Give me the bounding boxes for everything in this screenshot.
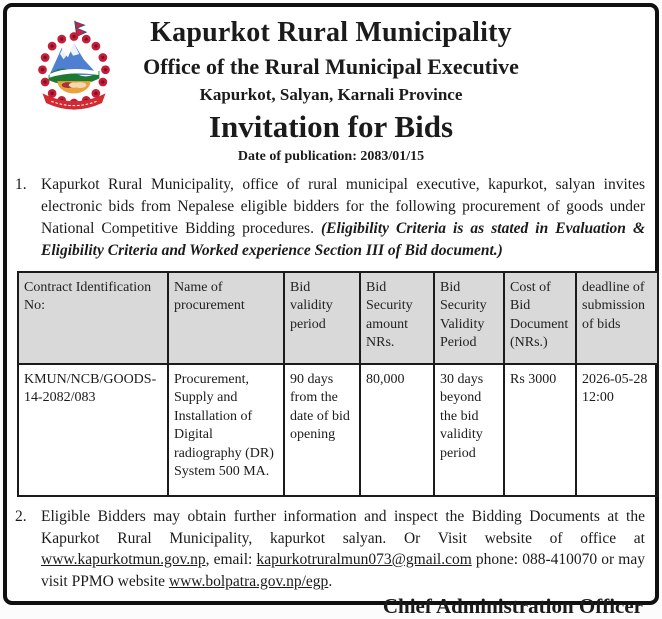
coat-of-arms-icon <box>29 19 119 117</box>
clause-1-number: 1. <box>15 174 41 262</box>
clause-1-text: Kapurkot Rural Municipality, office of r… <box>41 174 647 262</box>
email-link[interactable]: kapurkotruralmun073@gmail.com <box>256 551 471 568</box>
bid-notice-document: Kapurkot Rural Municipality Office of th… <box>3 3 659 605</box>
clause-2-text: Eligible Bidders may obtain further info… <box>41 506 647 592</box>
clause-2: 2. Eligible Bidders may obtain further i… <box>15 506 647 592</box>
signatory-title: Chief Administration Officer <box>15 594 647 619</box>
cell-document-cost: Rs 3000 <box>504 364 576 496</box>
cell-submission-deadline: 2026-05-28 12:00 <box>576 364 658 496</box>
cell-contract-id: KMUN/NCB/GOODS-14-2082/083 <box>18 364 168 496</box>
clause-2-body-1: Eligible Bidders may obtain further info… <box>41 508 645 547</box>
header-security-validity: Bid Security Validity Period <box>434 272 504 364</box>
cell-procurement-name: Procurement, Supply and Installation of … <box>168 364 284 496</box>
clause-1: 1. Kapurkot Rural Municipality, office o… <box>15 174 647 262</box>
header-bid-validity: Bid validity period <box>284 272 360 364</box>
header-contract-id: Contract Identification No: <box>18 272 168 364</box>
nepal-government-emblem <box>29 19 119 117</box>
clause-2-body-4: . <box>328 573 332 590</box>
header-security-amount: Bid Security amount NRs. <box>360 272 434 364</box>
publication-label: Date of publication: <box>238 149 357 164</box>
publication-date: 2083/01/15 <box>360 149 424 164</box>
cell-bid-validity: 90 days from the date of bid opening <box>284 364 360 496</box>
table-row: KMUN/NCB/GOODS-14-2082/083 Procurement, … <box>18 364 658 496</box>
cell-security-amount: 80,000 <box>360 364 434 496</box>
header-document-cost: Cost of Bid Document (NRs.) <box>504 272 576 364</box>
ppmo-website-link[interactable]: www.bolpatra.gov.np/egp <box>169 573 328 590</box>
clause-2-number: 2. <box>15 506 41 592</box>
office-website-link[interactable]: www.kapurkotmun.gov.np <box>41 551 206 568</box>
clause-2-body-2: , email: <box>206 551 257 568</box>
cell-security-validity: 30 days beyond the bid validity period <box>434 364 504 496</box>
header-procurement-name: Name of procurement <box>168 272 284 364</box>
document-header: Kapurkot Rural Municipality Office of th… <box>15 17 647 165</box>
table-header-row: Contract Identification No: Name of proc… <box>18 272 658 364</box>
publication-date-line: Date of publication: 2083/01/15 <box>15 149 647 165</box>
header-submission-deadline: deadline of submission of bids <box>576 272 658 364</box>
bid-details-table: Contract Identification No: Name of proc… <box>17 271 659 497</box>
